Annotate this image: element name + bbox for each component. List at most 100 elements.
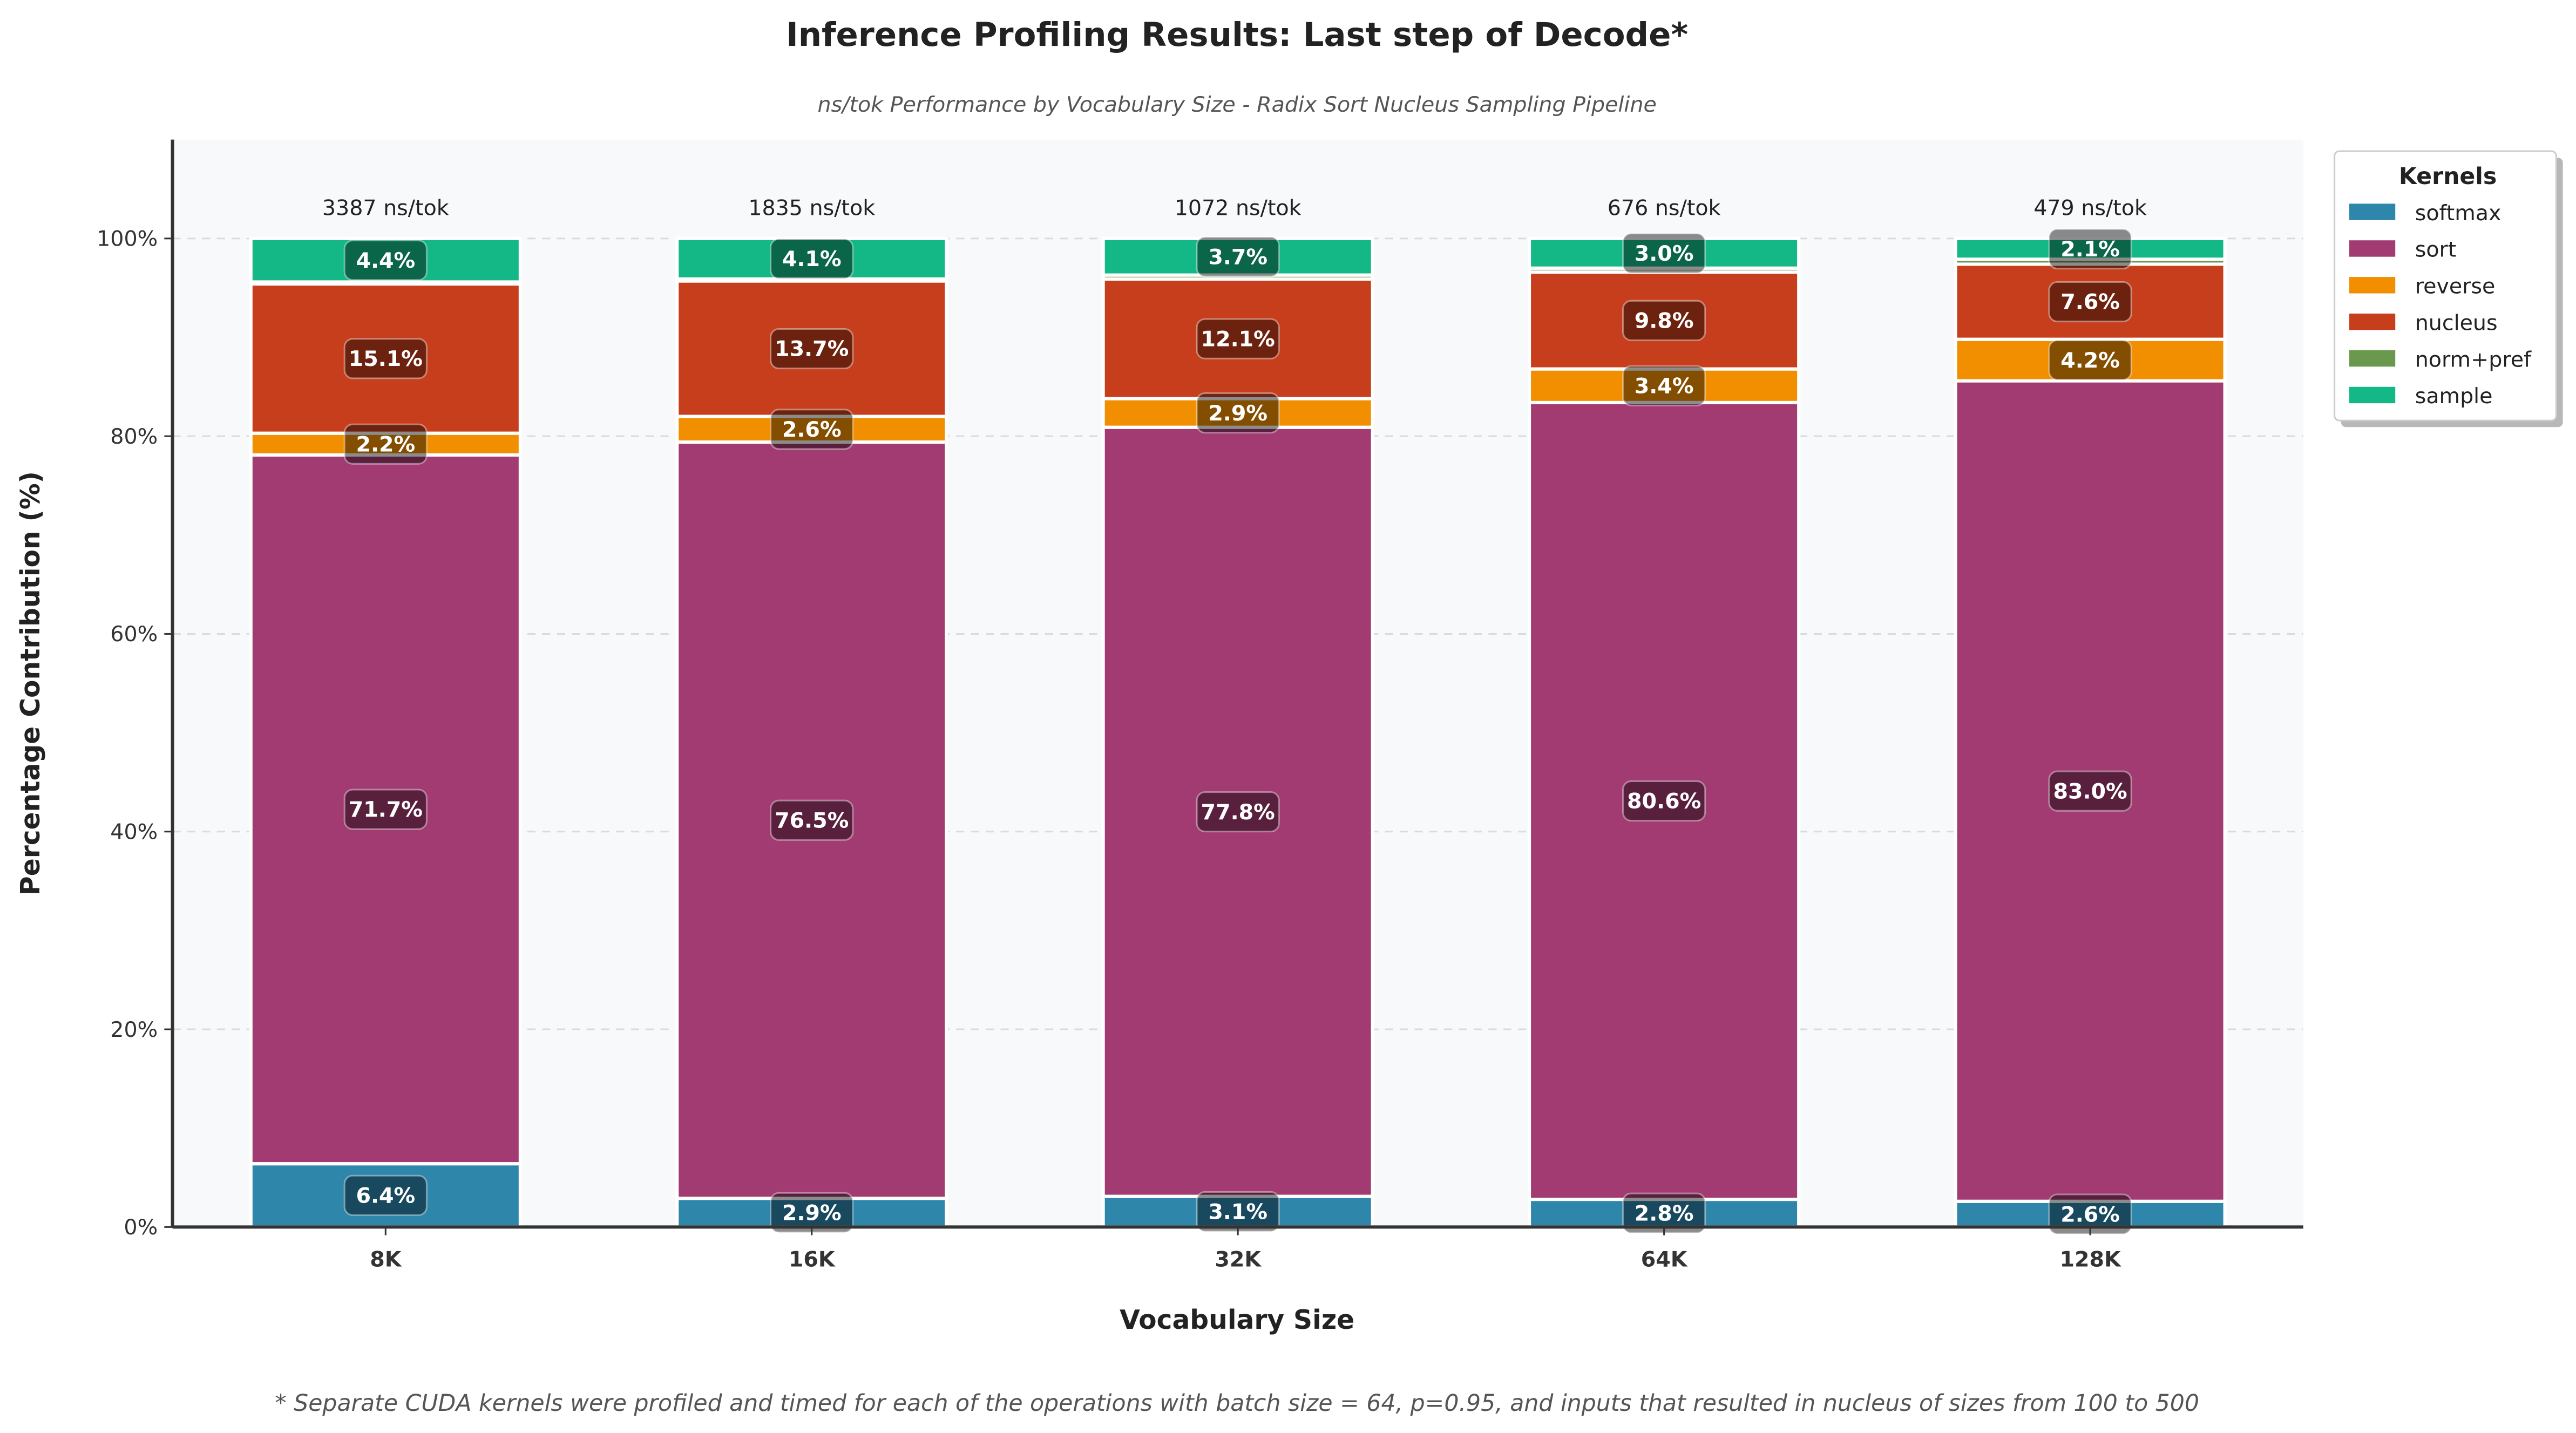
legend-swatch	[2349, 203, 2396, 220]
segment-label-box	[1622, 780, 1706, 822]
segment-label-box	[1196, 236, 1280, 277]
bar-segment-sort	[1954, 379, 2227, 1203]
bar-segment-softmax	[1528, 1198, 1801, 1229]
total-labels: 3387 ns/tok 1835 ns/tok 1072 ns/tok 676 ns/…	[322, 196, 2147, 221]
segment-label-text: 7.6%	[2060, 290, 2120, 315]
legend-swatch	[2349, 313, 2396, 330]
y-tick-label: 0%	[124, 1215, 158, 1240]
bar-segment-sort	[1101, 425, 1374, 1198]
segment-label-box	[770, 328, 854, 370]
bars	[249, 236, 2227, 1229]
segment-label-text: 2.2%	[356, 432, 415, 457]
y-ticks: 0% 20% 40% 60% 80% 100%	[97, 227, 173, 1240]
bar-segment-sample	[249, 236, 522, 284]
y-tick-label: 60%	[110, 622, 158, 647]
segment-label-text: 2.9%	[1208, 401, 1267, 426]
bar-segment-sample	[675, 236, 948, 281]
x-tick-label: 64K	[1641, 1247, 1688, 1272]
legend-item-nucleus: nucleus	[2349, 310, 2498, 335]
legend: Kernels softmax sort reverse nucleus norm+pr…	[2334, 150, 2563, 427]
segment-label-text: 3.0%	[1635, 241, 1694, 266]
total-label: 3387 ns/tok	[322, 196, 449, 221]
segment-label-text: 9.8%	[1635, 309, 1694, 334]
segment-label-box	[1622, 233, 1706, 274]
segment-label: 2.9%	[770, 1192, 854, 1233]
segment-label: 3.0%	[1622, 233, 1706, 274]
segment-label-box	[343, 1174, 428, 1216]
segment-label-text: 76.5%	[775, 808, 849, 833]
legend-label: norm+pref	[2415, 347, 2532, 372]
segment-label: 15.1%	[343, 338, 428, 379]
footnote: * Separate CUDA kernels were profiled an…	[275, 1390, 2199, 1417]
segment-label: 12.1%	[1196, 318, 1280, 359]
segment-label-box	[343, 338, 428, 379]
bar-segment-softmax	[1101, 1194, 1374, 1229]
segment-label-box	[343, 423, 428, 465]
bar-segment-softmax	[675, 1197, 948, 1229]
segment-label-text: 13.7%	[775, 337, 849, 362]
bar-segment-nucleus	[249, 282, 522, 435]
segment-label: 2.6%	[770, 409, 854, 450]
x-ticks: 8K 16K 32K 64K 128K	[370, 1227, 2121, 1272]
segment-label: 83.0%	[2048, 770, 2132, 812]
segment-label: 2.1%	[2048, 228, 2132, 270]
bar-segment-nucleus	[1528, 270, 1801, 371]
total-label: 479 ns/tok	[2033, 196, 2147, 221]
segment-label: 3.1%	[1196, 1191, 1280, 1233]
segment-label: 80.6%	[1622, 780, 1706, 822]
segment-label-text: 3.1%	[1208, 1200, 1267, 1225]
segment-label-box	[2048, 228, 2132, 270]
y-tick-label: 20%	[110, 1017, 158, 1042]
segment-label: 2.2%	[343, 423, 428, 465]
segment-label-text: 2.9%	[782, 1201, 842, 1226]
segment-label-box	[1622, 300, 1706, 341]
segment-label: 3.4%	[1622, 365, 1706, 406]
segment-label: 7.6%	[2048, 281, 2132, 323]
legend-swatch	[2349, 386, 2396, 404]
bar-segment-sample	[1954, 236, 2227, 261]
total-label: 1072 ns/tok	[1175, 196, 1301, 221]
x-axis-label: Vocabulary Size	[1120, 1305, 1354, 1335]
bar-segment-sort	[1528, 400, 1801, 1201]
segment-label-text: 12.1%	[1201, 327, 1275, 351]
legend-item-softmax: softmax	[2349, 201, 2501, 226]
total-label: 676 ns/tok	[1608, 196, 1721, 221]
x-tick-label: 128K	[2059, 1247, 2121, 1272]
segment-label: 76.5%	[770, 799, 854, 841]
bar-segment-softmax	[249, 1162, 522, 1229]
segment-label-box	[1196, 791, 1280, 833]
segment-label-box	[343, 789, 428, 830]
x-tick-label: 32K	[1215, 1247, 1262, 1272]
segment-labels: 6.4% 71.7% 2.2% 15.1% 4.4% 2.9% 76.5% 2.6% 13.7%…	[343, 228, 2132, 1235]
segment-label: 9.8%	[1622, 300, 1706, 341]
segment-label-box	[2048, 281, 2132, 323]
segment-label-text: 3.7%	[1208, 245, 1267, 269]
total-label: 1835 ns/tok	[748, 196, 875, 221]
legend-item-norm-pref: norm+pref	[2349, 347, 2532, 372]
y-tick-label: 80%	[110, 424, 158, 449]
segment-label-text: 3.4%	[1635, 373, 1694, 398]
segment-label-text: 6.4%	[356, 1183, 415, 1208]
legend-swatch	[2349, 350, 2396, 367]
y-axis-label: Percentage Contribution (%)	[16, 471, 46, 895]
segment-label: 4.4%	[343, 240, 428, 281]
segment-label-text: 71.7%	[349, 797, 423, 822]
segment-label-text: 2.8%	[1635, 1201, 1694, 1226]
segment-label: 13.7%	[770, 328, 854, 370]
legend-label: sort	[2415, 237, 2457, 262]
segment-label: 4.2%	[2048, 339, 2132, 381]
bar-segment-sort	[249, 453, 522, 1166]
segment-label-box	[770, 238, 854, 280]
segment-label-box	[1622, 365, 1706, 406]
chart-subtitle: ns/tok Performance by Vocabulary Size - …	[817, 92, 1656, 117]
segment-label: 6.4%	[343, 1174, 428, 1216]
legend-label: reverse	[2415, 274, 2496, 299]
segment-label: 3.7%	[1196, 236, 1280, 277]
bar-segment-nucleus	[1954, 262, 2227, 341]
segment-label: 4.1%	[770, 238, 854, 280]
chart-title: Inference Profiling Results: Last step o…	[786, 16, 1688, 54]
segment-label-box	[1196, 318, 1280, 359]
legend-item-sample: sample	[2349, 384, 2493, 409]
bar-segment-sample	[1528, 236, 1801, 270]
segment-label-text: 2.1%	[2060, 237, 2120, 262]
